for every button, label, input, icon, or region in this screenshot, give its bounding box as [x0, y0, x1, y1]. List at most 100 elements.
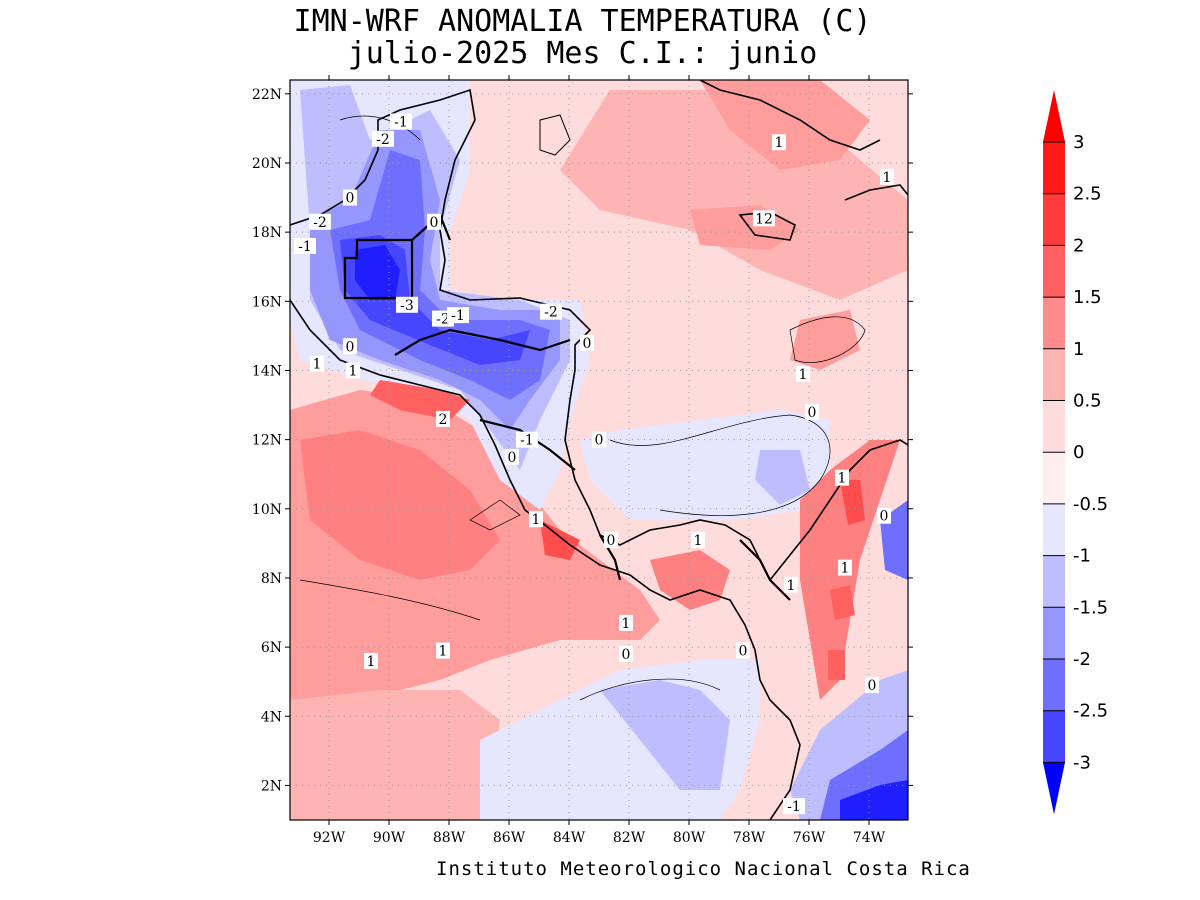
contour-label-bg [364, 652, 378, 669]
colorbar-segment [1043, 400, 1065, 453]
colorbar-label: 1 [1073, 339, 1084, 360]
contour-label-bg [592, 431, 606, 448]
contour-label-bg [427, 213, 441, 230]
contour-label-bg [436, 642, 450, 659]
contour-label-bg [540, 303, 562, 320]
lat-tick-label: 10N [252, 502, 282, 518]
map-frame [289, 79, 909, 821]
lat-tick-label: 20N [252, 156, 282, 172]
contour-label: 0 [739, 644, 748, 660]
contour-label: 1 [439, 644, 448, 660]
map-field [290, 80, 908, 820]
colorbar-segment [1043, 607, 1065, 659]
longitude-labels: 92W 90W 88W 86W 84W 82W 80W 78W 76W 74W [313, 830, 886, 846]
colorbar-segment [1043, 503, 1065, 556]
contour-label: 0 [508, 450, 517, 466]
contour-label-bg [343, 338, 357, 355]
contour-label: 1 [787, 578, 796, 594]
contour-label-bg [753, 210, 775, 227]
colorbar-label: 1.5 [1073, 287, 1102, 308]
contour-label: 2 [439, 412, 448, 428]
field-colombia-warm-4 [828, 650, 845, 680]
contour-label-bg [619, 614, 633, 631]
contour-label-bg [390, 113, 412, 130]
contour-label: 0 [808, 405, 817, 421]
contour-label: 1 [694, 533, 703, 549]
colorbar-label: 0.5 [1073, 391, 1102, 412]
lat-tick-label: 22N [252, 87, 282, 103]
contour-label-bg [436, 410, 450, 427]
contour-label-bg [309, 213, 331, 230]
contour-label: 0 [346, 191, 355, 207]
contour-label-bg [310, 355, 324, 372]
contour-label: 0 [430, 215, 439, 231]
field-carib-east [790, 310, 860, 370]
contour-label: -2 [436, 312, 450, 328]
contour-label-bg [877, 507, 891, 524]
colorbar-labels: 3 2.5 2 1.5 1 0.5 0 -0.5 -1 -1.5 -2 -2.5 -3 [1073, 132, 1108, 773]
lat-tick-label: 6N [261, 640, 282, 656]
lat-tick-label: 14N [252, 363, 282, 379]
contour-label-bg [505, 448, 519, 465]
contour-label: 1 [622, 616, 631, 632]
lon-tick-label: 78W [733, 830, 766, 846]
lon-tick-label: 80W [673, 830, 706, 846]
contours [299, 115, 866, 701]
colorbar-segment [1043, 193, 1065, 246]
field-central-pacific-coast [370, 380, 470, 420]
contour-label: -1 [451, 308, 465, 324]
contour-label-bg [835, 469, 849, 486]
contour-label: -3 [400, 298, 414, 314]
contour-label-bg [604, 531, 618, 548]
contour-label: 1 [799, 367, 808, 383]
lon-tick-label: 82W [613, 830, 646, 846]
colorbar-segment [1043, 142, 1065, 194]
field-colombia-warm-2 [840, 480, 865, 525]
credit-text: Instituto Meteorologico Nacional Costa R… [436, 858, 971, 880]
contour-label-bg [516, 431, 538, 448]
contour-label-bg [346, 362, 360, 379]
contour-label-bg [447, 307, 469, 324]
contour-label: 1 [841, 561, 850, 577]
colorbar-segment [1043, 555, 1065, 608]
contour-label: 1 [349, 363, 358, 379]
contour-label: 1 [532, 512, 541, 528]
lat-tick-label: 16N [252, 294, 282, 310]
field-pacific-warm-2 [300, 430, 500, 580]
lon-tick-label: 90W [373, 830, 406, 846]
contour-label: 0 [622, 647, 631, 663]
colorbar-top-arrow [1043, 90, 1065, 142]
field-pacific-south-warm [290, 690, 500, 820]
contour-label-bg [294, 237, 316, 254]
contour-label: 0 [346, 339, 355, 355]
field-colombia-warm-3 [830, 585, 855, 620]
colorbar-label: -1.5 [1073, 597, 1108, 618]
lat-tick-label: 12N [252, 433, 282, 449]
colorbar-label: 3 [1073, 132, 1084, 153]
contour-label-bg [772, 134, 786, 151]
colorbar-label: -2.5 [1073, 701, 1108, 722]
colorbar-segment [1043, 348, 1065, 401]
contour-label-bg [838, 559, 852, 576]
colorbar-label: -1 [1073, 546, 1091, 567]
lon-tick-label: 84W [553, 830, 586, 846]
map-grid [290, 80, 908, 820]
lon-tick-label: 92W [313, 830, 346, 846]
lat-tick-label: 8N [261, 571, 282, 587]
lat-tick-label: 2N [261, 778, 282, 794]
colorbar-segment [1043, 659, 1065, 711]
contour-label: 12 [755, 211, 773, 227]
contour-label: -2 [313, 215, 327, 231]
field-mexico-cool-6 [355, 245, 400, 300]
contour-label-bg [396, 296, 418, 313]
colorbar-label: 2 [1073, 235, 1084, 256]
contour-label: 1 [775, 135, 784, 151]
lon-tick-label: 74W [853, 830, 886, 846]
colorbar-label: -0.5 [1073, 494, 1108, 515]
contour-label-bg [796, 365, 810, 382]
contour-label: -2 [544, 305, 558, 321]
lon-tick-label: 88W [433, 830, 466, 846]
contour-label-bg [372, 130, 394, 147]
colorbar-bottom-arrow [1043, 762, 1065, 815]
contour-label-bg [865, 677, 879, 694]
